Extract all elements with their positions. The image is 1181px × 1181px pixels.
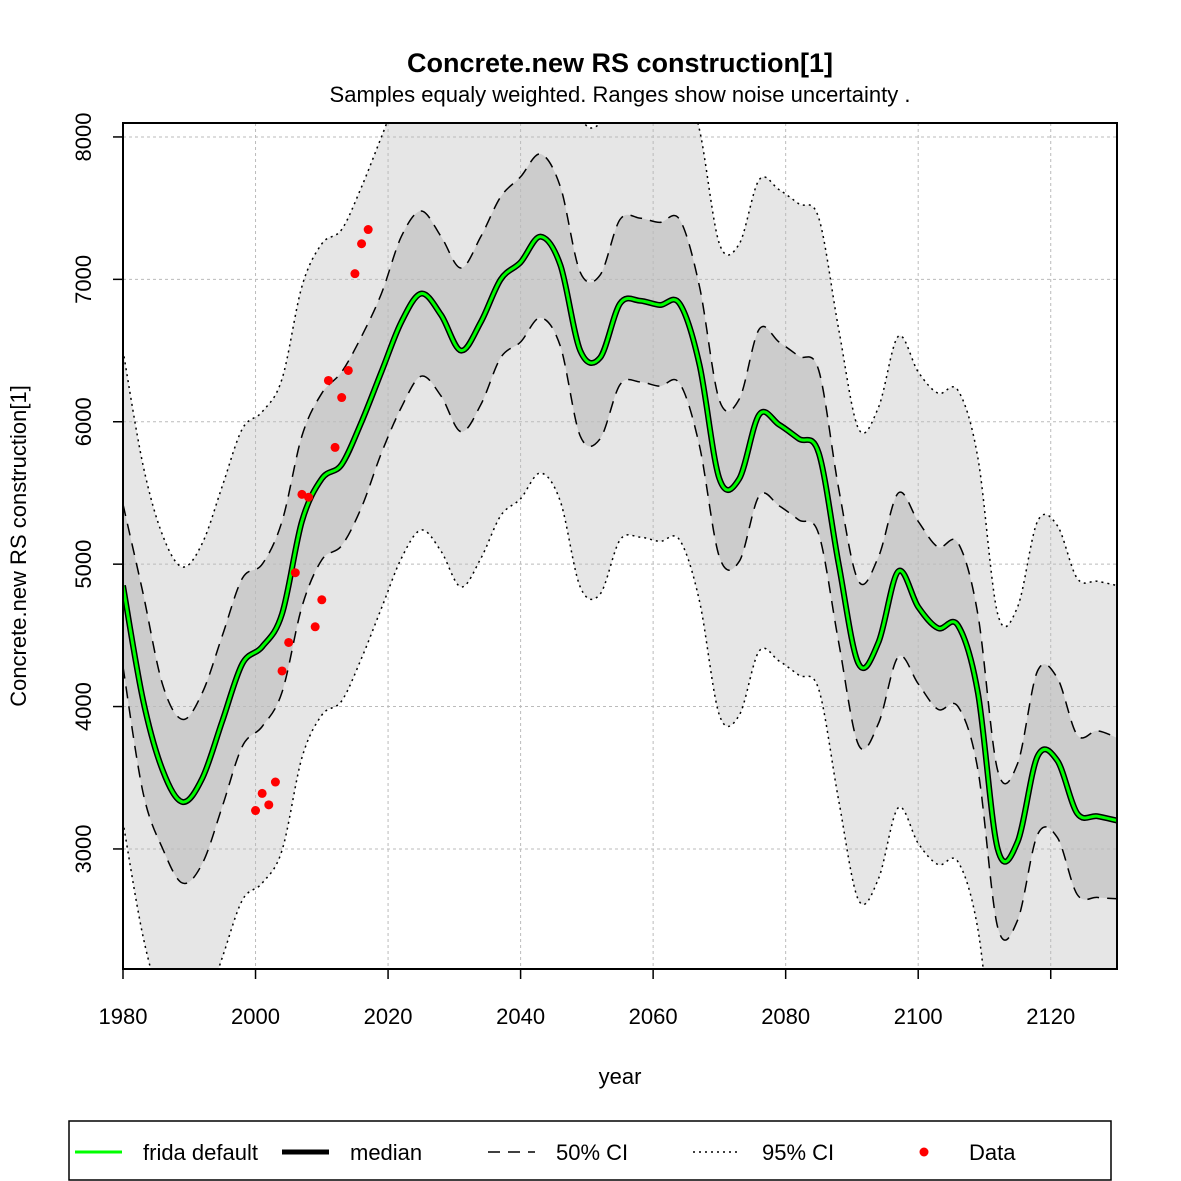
data-point bbox=[277, 666, 287, 676]
legend-label: 50% CI bbox=[556, 1140, 628, 1165]
plot-area bbox=[123, 123, 1117, 969]
ci-bound bbox=[123, 472, 984, 969]
y-tick-label: 4000 bbox=[71, 682, 96, 731]
plot-frame bbox=[122, 122, 1118, 970]
x-tick-label: 2000 bbox=[231, 1004, 280, 1029]
legend-box bbox=[68, 1120, 1112, 1181]
legend-label: frida default bbox=[143, 1140, 258, 1165]
x-tick-label: 2040 bbox=[496, 1004, 545, 1029]
data-point bbox=[323, 375, 333, 385]
x-tick-label: 2060 bbox=[629, 1004, 678, 1029]
x-tick-label: 1980 bbox=[99, 1004, 148, 1029]
data-point bbox=[290, 568, 300, 578]
chart-subtitle: Samples equaly weighted. Ranges show noi… bbox=[330, 82, 911, 107]
data-point bbox=[304, 492, 314, 502]
data-point bbox=[270, 777, 280, 787]
ci-bound bbox=[123, 123, 1117, 628]
data-point bbox=[264, 800, 274, 810]
legend-label: Data bbox=[969, 1140, 1016, 1165]
data-point bbox=[310, 622, 320, 632]
series-line bbox=[123, 235, 1117, 864]
data-point bbox=[330, 442, 340, 452]
legend-swatch bbox=[919, 1147, 929, 1157]
data-point bbox=[350, 269, 360, 279]
x-tick-label: 2020 bbox=[364, 1004, 413, 1029]
x-tick-label: 2080 bbox=[761, 1004, 810, 1029]
ci-bound bbox=[123, 317, 1117, 941]
ci-bound bbox=[123, 153, 1117, 785]
y-tick-label: 8000 bbox=[71, 112, 96, 161]
data-point bbox=[284, 637, 294, 647]
y-tick-label: 7000 bbox=[71, 255, 96, 304]
y-axis-label: Concrete.new RS construction[1] bbox=[6, 385, 31, 707]
legend-label: median bbox=[350, 1140, 422, 1165]
data-point bbox=[251, 806, 261, 816]
x-tick-label: 2120 bbox=[1026, 1004, 1075, 1029]
data-point bbox=[357, 239, 367, 249]
y-tick-label: 6000 bbox=[71, 397, 96, 446]
data-point bbox=[257, 788, 267, 798]
chart-title: Concrete.new RS construction[1] bbox=[407, 48, 833, 78]
y-tick-label: 5000 bbox=[71, 540, 96, 589]
data-point bbox=[317, 595, 327, 605]
x-tick-label: 2100 bbox=[894, 1004, 943, 1029]
x-axis-label: year bbox=[599, 1064, 642, 1089]
data-point bbox=[363, 225, 373, 235]
legend-label: 95% CI bbox=[762, 1140, 834, 1165]
data-point bbox=[337, 393, 347, 403]
y-tick-label: 3000 bbox=[71, 824, 96, 873]
data-point bbox=[343, 365, 353, 375]
